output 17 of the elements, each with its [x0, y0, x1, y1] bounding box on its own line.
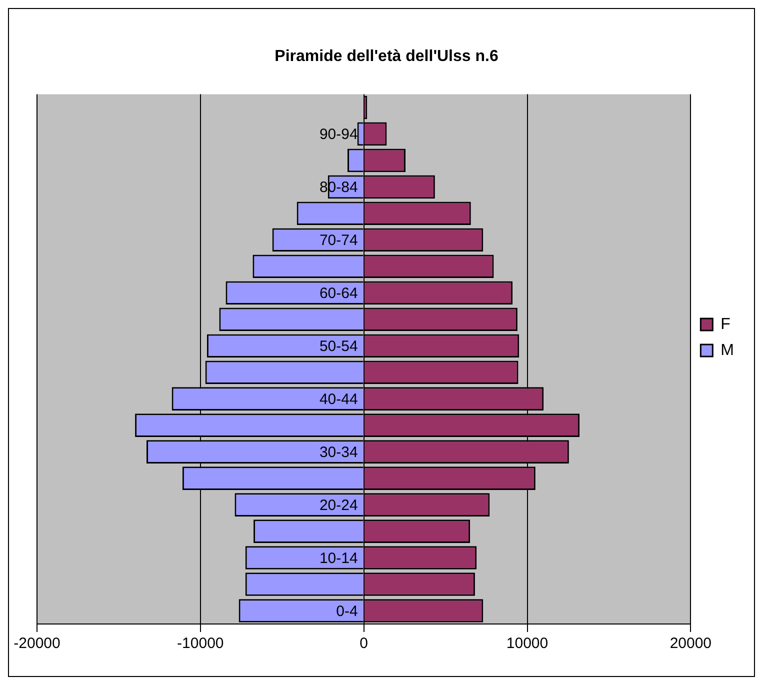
x-tick-label: 10000 — [506, 635, 548, 652]
y-tick-label: 60-64 — [319, 285, 358, 302]
legend-label: F — [720, 316, 731, 333]
y-tick-label: 10-14 — [319, 550, 358, 567]
y-tick-label: 0-4 — [336, 602, 358, 620]
x-tick-label: 20000 — [670, 635, 712, 652]
y-tick-label: 70-74 — [319, 232, 358, 250]
x-tick-label: 0 — [360, 635, 368, 652]
y-tick-label: 20-24 — [319, 496, 358, 514]
legend-label: M — [720, 342, 734, 359]
y-tick-label: 50-54 — [319, 338, 358, 355]
chart-title: Piramide dell'età dell'Ulss n.6 — [274, 48, 498, 66]
y-tick-label: 90-94 — [319, 126, 358, 144]
x-tick-label: -10000 — [177, 635, 224, 652]
y-tick-label: 40-44 — [319, 390, 358, 408]
x-tick-label: -20000 — [14, 635, 60, 652]
y-tick-label: 30-34 — [319, 444, 358, 461]
